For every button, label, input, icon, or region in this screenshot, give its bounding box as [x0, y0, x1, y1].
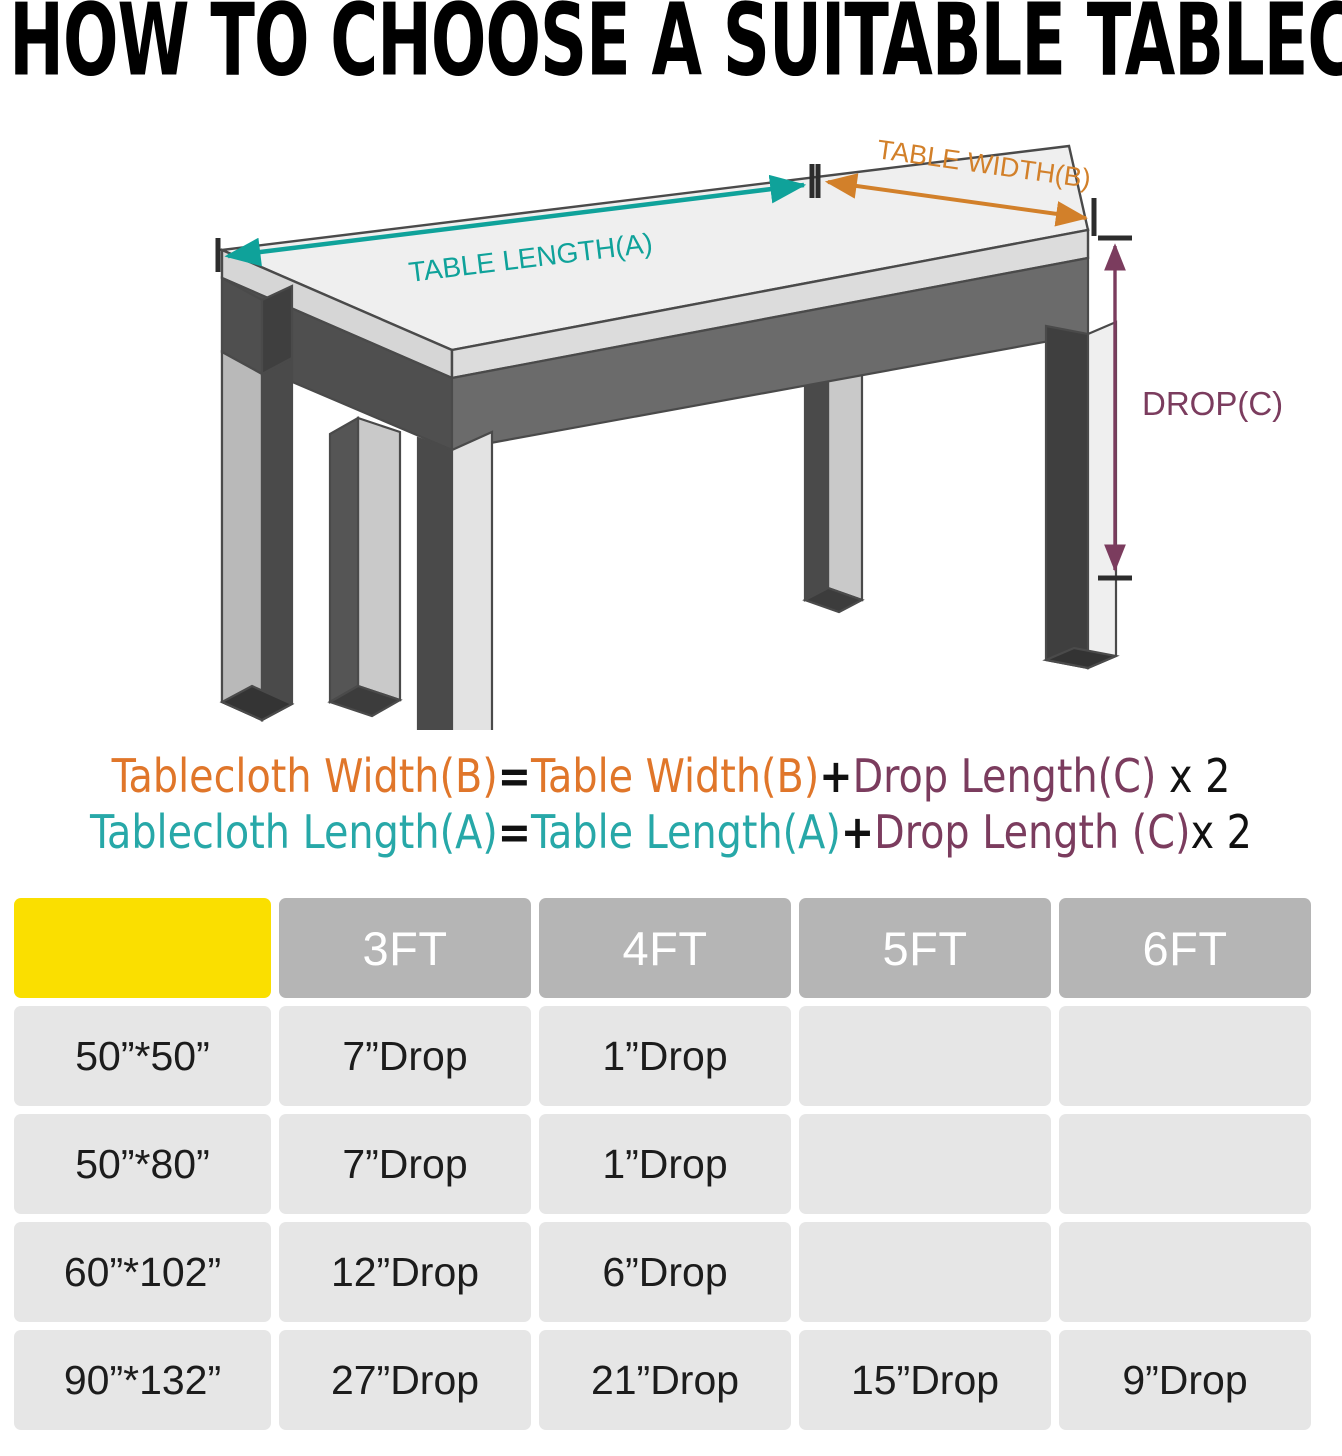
- table-row: 90”*132” 27”Drop 21”Drop 15”Drop 9”Drop: [14, 1330, 1311, 1430]
- table-leg-back-left: [327, 416, 403, 718]
- tablecloth-size-table: 3FT 4FT 5FT 6FT 50”*50” 7”Drop 1”Drop: [14, 898, 1311, 1438]
- table-cell: 7”Drop: [279, 1006, 531, 1106]
- table-header-6ft-label: 6FT: [1142, 921, 1228, 975]
- table-leg-front-left: [219, 276, 295, 722]
- table-header-4ft: 4FT: [539, 898, 791, 998]
- table-header-3ft: 3FT: [279, 898, 531, 998]
- table-cell: 15”Drop: [799, 1330, 1051, 1430]
- table-header-6ft: 6FT: [1059, 898, 1311, 998]
- table-leg-back-right: [802, 344, 865, 614]
- dimension-drop: DROP(C): [1098, 235, 1283, 581]
- table-row-label: 90”*132”: [14, 1330, 271, 1430]
- page-title: HOW TO CHOOSE A SUITABLE TABLECLOTH?: [0, 0, 1342, 91]
- table-cell: 9”Drop: [1059, 1330, 1311, 1430]
- table-cell-value: 7”Drop: [342, 1140, 468, 1187]
- formula-width: Tablecloth Width(B)=Table Width(B)+Drop …: [27, 748, 1315, 804]
- table-header-row: 3FT 4FT 5FT 6FT: [14, 898, 1311, 998]
- table-header-5ft: 5FT: [799, 898, 1051, 998]
- table-leg-front-middle: [416, 430, 494, 730]
- formula-length-multiplier: x 2: [1190, 805, 1252, 859]
- table-cell: [799, 1222, 1051, 1322]
- table-header-3ft-label: 3FT: [362, 921, 448, 975]
- formula-width-equals: =: [497, 749, 532, 803]
- formula-length-result: Tablecloth Length(A): [90, 805, 498, 859]
- table-cell: [1059, 1114, 1311, 1214]
- table-cell: [1059, 1006, 1311, 1106]
- formula-length-term1: Table Length(A): [531, 805, 841, 859]
- table-cell: 12”Drop: [279, 1222, 531, 1322]
- table-row-label: 50”*50”: [14, 1006, 271, 1106]
- table-cell-value: 50”*80”: [75, 1140, 210, 1187]
- table-cell: [799, 1114, 1051, 1214]
- formula-width-term1: Table Width(B): [531, 749, 820, 803]
- table-header-5ft-label: 5FT: [882, 921, 968, 975]
- formula-width-plus: +: [819, 749, 853, 803]
- table-cell-value: 27”Drop: [330, 1356, 480, 1403]
- table-row: 50”*50” 7”Drop 1”Drop: [14, 1006, 1311, 1106]
- formula-length-equals: =: [497, 805, 532, 859]
- table-cell-value: 1”Drop: [602, 1032, 728, 1079]
- table-cell-value: 15”Drop: [850, 1356, 1000, 1403]
- table-cell-value: 12”Drop: [330, 1248, 480, 1295]
- formula-width-result: Tablecloth Width(B): [111, 749, 498, 803]
- formula-width-term2: Drop Length(C): [852, 749, 1157, 803]
- table-cell-value: 9”Drop: [1122, 1356, 1248, 1403]
- table-leg-front-right: [1042, 320, 1120, 670]
- formula-length: Tablecloth Length(A)=Table Length(A)+Dro…: [27, 804, 1315, 860]
- drop-label: DROP(C): [1142, 385, 1283, 422]
- table-cell-value: 1”Drop: [602, 1140, 728, 1187]
- table-cell: 1”Drop: [539, 1114, 791, 1214]
- table-cell-value: 50”*50”: [75, 1032, 210, 1079]
- table-row: 60”*102” 12”Drop 6”Drop: [14, 1222, 1311, 1322]
- formula-length-plus: +: [840, 805, 875, 859]
- table-cell: 21”Drop: [539, 1330, 791, 1430]
- page-title-text: HOW TO CHOOSE A SUITABLE TABLECLOTH?: [9, 0, 1342, 99]
- table-row-label: 50”*80”: [14, 1114, 271, 1214]
- table-cell: 6”Drop: [539, 1222, 791, 1322]
- table-cell: [1059, 1222, 1311, 1322]
- table-illustration-group: [217, 144, 1120, 730]
- table-diagram: TABLE LENGTH(A) TABLE WIDTH(B) DROP(C): [0, 90, 1342, 730]
- table-row-label: 60”*102”: [14, 1222, 271, 1322]
- formula-length-term2: Drop Length (C): [874, 805, 1191, 859]
- table-cell: 27”Drop: [279, 1330, 531, 1430]
- table-cell-value: 7”Drop: [342, 1032, 468, 1079]
- formula-width-multiplier: x 2: [1156, 749, 1231, 803]
- table-cell-value: 90”*132”: [63, 1356, 222, 1403]
- table-header-4ft-label: 4FT: [622, 921, 708, 975]
- formula-block: Tablecloth Width(B)=Table Width(B)+Drop …: [0, 748, 1342, 888]
- table-cell: [799, 1006, 1051, 1106]
- table-cell-value: 60”*102”: [63, 1248, 222, 1295]
- table-cell: 1”Drop: [539, 1006, 791, 1106]
- table-cell-value: 21”Drop: [590, 1356, 740, 1403]
- table-cell-value: 6”Drop: [602, 1248, 728, 1295]
- table-header-corner: [14, 898, 271, 998]
- table-row: 50”*80” 7”Drop 1”Drop: [14, 1114, 1311, 1214]
- table-cell: 7”Drop: [279, 1114, 531, 1214]
